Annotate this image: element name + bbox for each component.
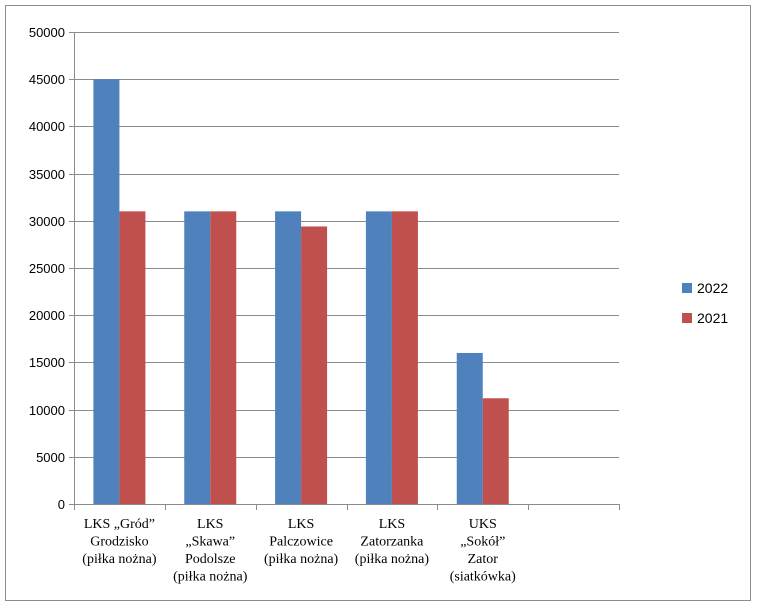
bar-2022 bbox=[93, 79, 120, 504]
x-category-labels: LKS „Gród” Grodzisko (piłka nożna) LKS „Skaw… bbox=[82, 517, 516, 585]
y-tick-label: 35000 bbox=[29, 167, 65, 182]
y-tick-label: 15000 bbox=[29, 355, 65, 370]
x-category-label: (siatkówka) bbox=[450, 570, 516, 585]
x-category-label: LKS „Gród” bbox=[84, 517, 155, 532]
bar-2022 bbox=[456, 352, 483, 504]
bar-2021 bbox=[482, 398, 509, 504]
bars bbox=[93, 79, 509, 505]
bar-2022 bbox=[365, 211, 392, 505]
legend-swatch-2021 bbox=[682, 313, 692, 323]
x-category-label: LKS bbox=[197, 517, 223, 532]
bar-2021 bbox=[210, 211, 237, 505]
legend-label-2021: 2021 bbox=[697, 310, 728, 326]
y-tick-label: 5000 bbox=[36, 450, 65, 465]
x-category-label: Palczowice bbox=[269, 535, 333, 550]
x-category-label: LKS bbox=[288, 517, 314, 532]
x-category-label: Grodzisko bbox=[90, 535, 148, 550]
y-tick-label: 20000 bbox=[29, 308, 65, 323]
bar-2022 bbox=[184, 211, 211, 505]
legend: 2022 2021 bbox=[682, 280, 728, 326]
bar-2022 bbox=[275, 211, 302, 505]
x-category-label: (piłka nożna) bbox=[355, 552, 430, 567]
x-category-label: UKS bbox=[469, 517, 497, 532]
gridlines bbox=[74, 32, 619, 458]
x-category-label: (piłka nożna) bbox=[82, 552, 157, 567]
legend-swatch-2022 bbox=[682, 283, 692, 293]
x-category-label: (piłka nożna) bbox=[264, 552, 339, 567]
y-tick-labels: 0 5000 10000 15000 20000 25000 30000 35000 40000… bbox=[29, 25, 65, 512]
axes bbox=[69, 32, 620, 510]
legend-label-2022: 2022 bbox=[697, 280, 728, 296]
x-category-label: Podolsze bbox=[185, 552, 236, 567]
bar-2021 bbox=[119, 211, 146, 505]
y-tick-label: 40000 bbox=[29, 119, 65, 134]
y-tick-label: 10000 bbox=[29, 403, 65, 418]
x-category-label: „Skawa” bbox=[185, 535, 235, 550]
y-tick-label: 0 bbox=[58, 497, 65, 512]
y-tick-label: 45000 bbox=[29, 72, 65, 87]
x-category-label: Zatorzanka bbox=[360, 535, 424, 550]
bar-2021 bbox=[301, 226, 328, 505]
x-category-label: „Sokół” bbox=[460, 535, 505, 550]
y-tick-label: 25000 bbox=[29, 261, 65, 276]
y-tick-label: 30000 bbox=[29, 214, 65, 229]
y-tick-label: 50000 bbox=[29, 25, 65, 40]
x-category-label: (piłka nożna) bbox=[173, 570, 248, 585]
x-category-label: LKS bbox=[379, 517, 405, 532]
bar-2021 bbox=[391, 211, 418, 505]
x-category-label: Zator bbox=[468, 552, 499, 567]
